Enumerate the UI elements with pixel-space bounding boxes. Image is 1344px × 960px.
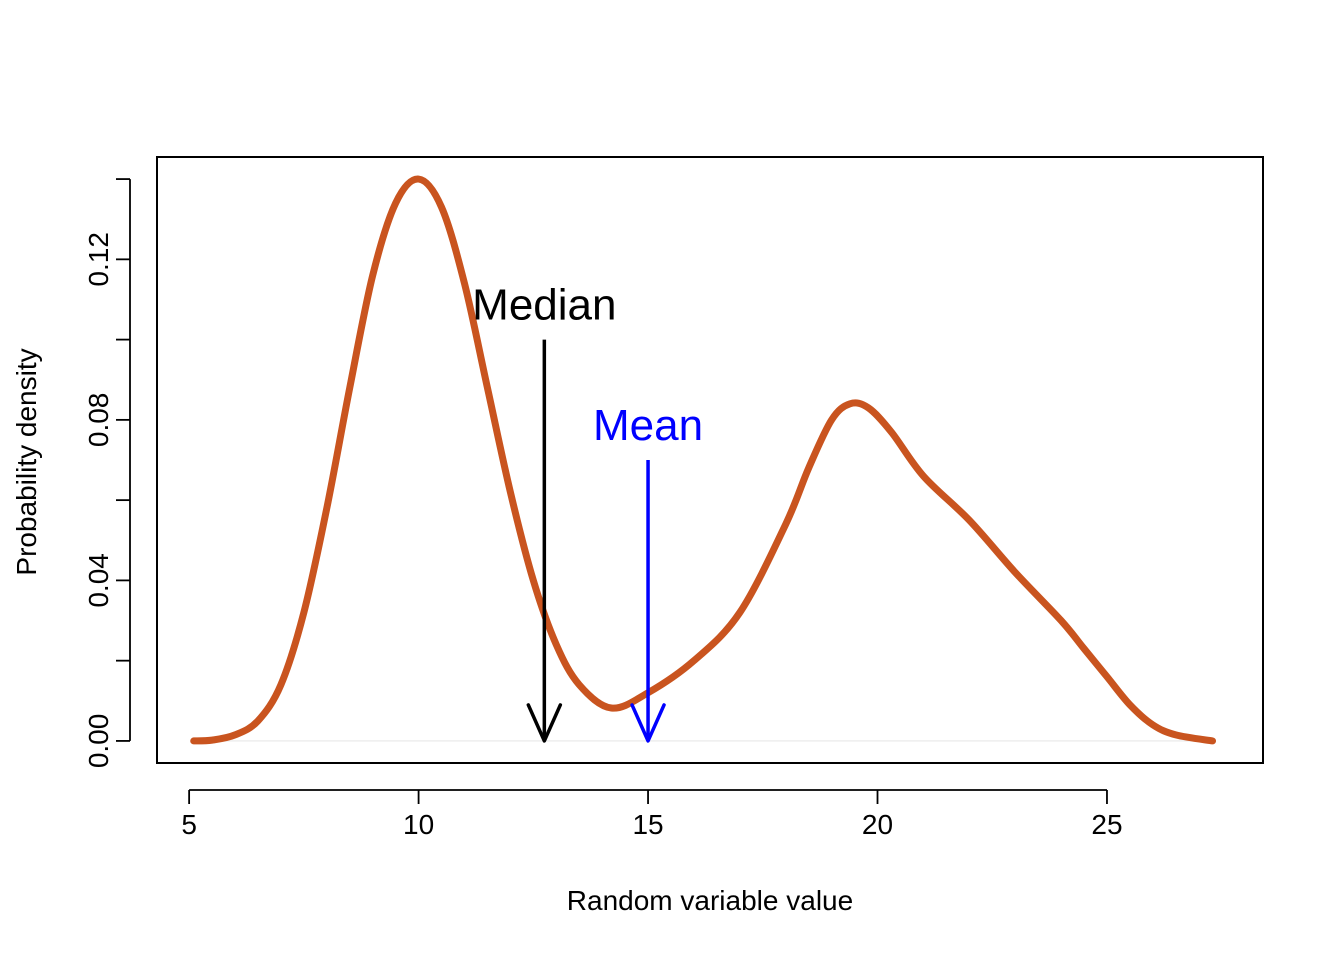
- x-tick-label: 5: [181, 809, 197, 840]
- mean-label: Mean: [593, 401, 703, 450]
- y-axis-title: Probability density: [11, 348, 42, 575]
- x-tick-label: 20: [862, 809, 893, 840]
- y-axis: 0.00 0.04 0.08 0.12: [83, 178, 131, 769]
- median-label: Median: [472, 281, 616, 330]
- plot-frame: [156, 156, 1264, 764]
- y-tick-label: 0.08: [83, 393, 114, 448]
- density-curve: [190, 175, 1217, 745]
- plot-area: [190, 175, 1217, 745]
- annotations: Median Mean: [472, 281, 703, 743]
- y-tick-label: 0.04: [83, 553, 114, 608]
- x-tick-label: 10: [403, 809, 434, 840]
- mean-arrow-head: [630, 703, 666, 743]
- x-tick-label: 15: [632, 809, 663, 840]
- y-tick-label: 0.12: [83, 232, 114, 287]
- x-axis: 5 10 15 20 25: [181, 789, 1123, 840]
- median-arrow-head: [526, 703, 563, 743]
- x-tick-label: 25: [1091, 809, 1122, 840]
- y-tick-label: 0.00: [83, 714, 114, 769]
- x-axis-title: Random variable value: [567, 885, 853, 916]
